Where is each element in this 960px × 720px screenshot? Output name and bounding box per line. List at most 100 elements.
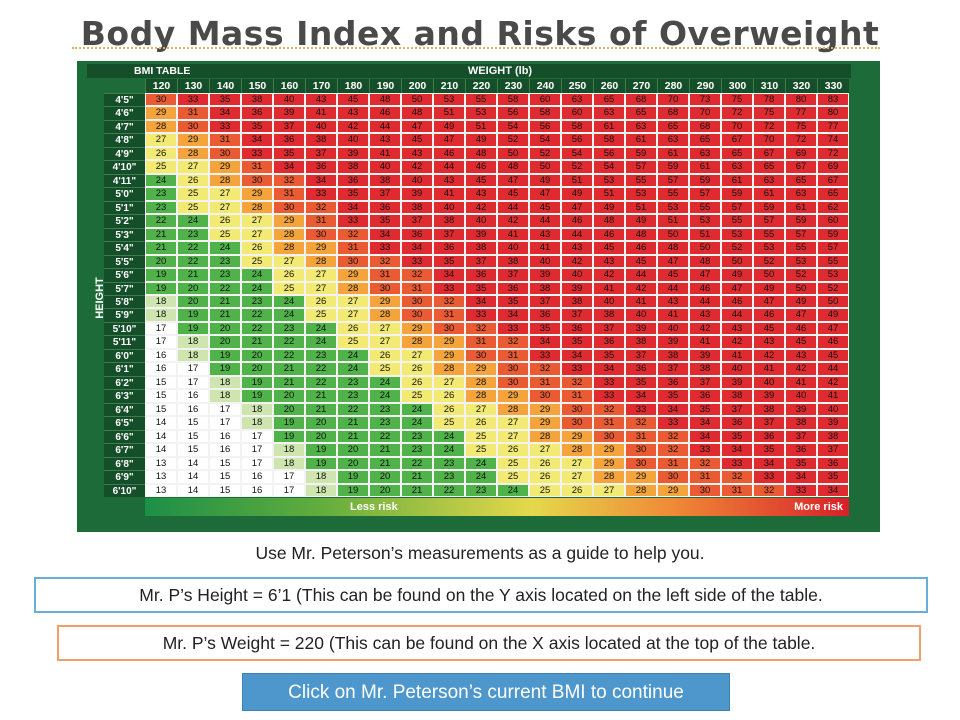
bmi-cell[interactable]: 36 [465, 268, 497, 282]
bmi-cell[interactable]: 28 [465, 375, 497, 390]
bmi-cell[interactable]: 37 [369, 187, 401, 201]
bmi-cell[interactable]: 40 [529, 254, 561, 269]
bmi-cell[interactable]: 24 [273, 295, 305, 309]
bmi-cell[interactable]: 37 [625, 348, 657, 363]
bmi-cell[interactable]: 18 [145, 295, 177, 309]
bmi-cell[interactable]: 29 [433, 348, 465, 363]
bmi-cell[interactable]: 39 [465, 227, 497, 242]
bmi-cell[interactable]: 57 [753, 214, 785, 228]
bmi-cell[interactable]: 23 [145, 200, 177, 215]
bmi-cell[interactable]: 31 [433, 308, 465, 322]
bmi-cell[interactable]: 61 [689, 160, 721, 174]
bmi-cell[interactable]: 36 [689, 389, 721, 403]
bmi-cell[interactable]: 31 [593, 416, 625, 430]
bmi-cell[interactable]: 47 [657, 254, 689, 269]
bmi-cell[interactable]: 54 [561, 146, 593, 161]
bmi-cell[interactable]: 41 [305, 106, 337, 120]
bmi-cell[interactable]: 43 [369, 133, 401, 147]
bmi-cell[interactable]: 24 [369, 375, 401, 390]
bmi-cell[interactable]: 32 [753, 483, 785, 497]
bmi-cell[interactable]: 23 [145, 187, 177, 201]
bmi-cell[interactable]: 23 [401, 443, 433, 457]
bmi-cell[interactable]: 21 [209, 295, 241, 309]
bmi-cell[interactable]: 38 [465, 241, 497, 255]
bmi-cell[interactable]: 21 [369, 443, 401, 457]
bmi-cell[interactable]: 58 [561, 119, 593, 134]
bmi-cell[interactable]: 15 [177, 416, 209, 430]
bmi-cell[interactable]: 24 [305, 335, 337, 349]
bmi-cell[interactable]: 26 [529, 456, 561, 471]
bmi-cell[interactable]: 61 [753, 187, 785, 201]
bmi-cell[interactable]: 31 [177, 106, 209, 120]
bmi-cell[interactable]: 28 [273, 241, 305, 255]
bmi-cell[interactable]: 16 [177, 402, 209, 417]
bmi-cell[interactable]: 34 [817, 483, 849, 497]
bmi-cell[interactable]: 62 [817, 200, 849, 215]
bmi-cell[interactable]: 56 [497, 106, 529, 120]
bmi-cell[interactable]: 33 [753, 470, 785, 484]
bmi-cell[interactable]: 22 [305, 362, 337, 376]
bmi-cell[interactable]: 36 [785, 443, 817, 457]
bmi-cell[interactable]: 43 [465, 187, 497, 201]
bmi-cell[interactable]: 20 [369, 470, 401, 484]
bmi-cell[interactable]: 47 [689, 268, 721, 282]
bmi-cell[interactable]: 44 [529, 214, 561, 228]
bmi-cell[interactable]: 18 [241, 402, 273, 417]
bmi-cell[interactable]: 57 [625, 160, 657, 174]
bmi-cell[interactable]: 55 [689, 200, 721, 215]
bmi-cell[interactable]: 26 [497, 443, 529, 457]
bmi-cell[interactable]: 23 [369, 416, 401, 430]
bmi-cell[interactable]: 45 [753, 321, 785, 336]
bmi-cell[interactable]: 46 [817, 335, 849, 349]
bmi-cell[interactable]: 32 [689, 456, 721, 471]
bmi-cell[interactable]: 45 [593, 241, 625, 255]
bmi-cell[interactable]: 42 [689, 321, 721, 336]
bmi-cell[interactable]: 34 [273, 160, 305, 174]
bmi-cell[interactable]: 51 [465, 119, 497, 134]
bmi-cell[interactable]: 37 [529, 295, 561, 309]
bmi-cell[interactable]: 20 [273, 389, 305, 403]
bmi-cell[interactable]: 19 [177, 321, 209, 336]
bmi-cell[interactable]: 35 [209, 93, 241, 107]
bmi-cell[interactable]: 47 [433, 133, 465, 147]
bmi-cell[interactable]: 25 [337, 335, 369, 349]
bmi-cell[interactable]: 44 [561, 227, 593, 242]
bmi-cell[interactable]: 36 [657, 375, 689, 390]
bmi-cell[interactable]: 18 [305, 483, 337, 497]
bmi-cell[interactable]: 14 [145, 429, 177, 444]
bmi-cell[interactable]: 41 [753, 362, 785, 376]
bmi-cell[interactable]: 65 [753, 160, 785, 174]
bmi-cell[interactable]: 26 [401, 362, 433, 376]
bmi-cell[interactable]: 35 [817, 470, 849, 484]
bmi-cell[interactable]: 29 [209, 160, 241, 174]
bmi-cell[interactable]: 26 [561, 483, 593, 497]
bmi-cell[interactable]: 41 [721, 348, 753, 363]
bmi-cell[interactable]: 47 [561, 200, 593, 215]
bmi-cell[interactable]: 27 [305, 281, 337, 295]
bmi-cell[interactable]: 25 [433, 416, 465, 430]
bmi-cell[interactable]: 32 [497, 335, 529, 349]
bmi-cell[interactable]: 27 [273, 254, 305, 269]
bmi-cell[interactable]: 45 [817, 348, 849, 363]
bmi-cell[interactable]: 45 [785, 335, 817, 349]
bmi-cell[interactable]: 60 [817, 214, 849, 228]
bmi-cell[interactable]: 24 [241, 268, 273, 282]
bmi-cell[interactable]: 19 [177, 308, 209, 322]
bmi-cell[interactable]: 65 [689, 133, 721, 147]
bmi-cell[interactable]: 36 [369, 200, 401, 215]
bmi-cell[interactable]: 20 [337, 456, 369, 471]
bmi-cell[interactable]: 29 [177, 133, 209, 147]
bmi-cell[interactable]: 25 [401, 389, 433, 403]
bmi-cell[interactable]: 29 [369, 295, 401, 309]
bmi-cell[interactable]: 18 [273, 456, 305, 471]
bmi-cell[interactable]: 20 [145, 254, 177, 269]
bmi-cell[interactable]: 38 [593, 308, 625, 322]
bmi-cell[interactable]: 34 [401, 241, 433, 255]
bmi-cell[interactable]: 32 [721, 470, 753, 484]
bmi-cell[interactable]: 59 [785, 214, 817, 228]
bmi-cell[interactable]: 30 [145, 93, 177, 107]
bmi-cell[interactable]: 41 [817, 389, 849, 403]
bmi-cell[interactable]: 52 [785, 268, 817, 282]
bmi-cell[interactable]: 21 [209, 308, 241, 322]
bmi-cell[interactable]: 40 [593, 295, 625, 309]
